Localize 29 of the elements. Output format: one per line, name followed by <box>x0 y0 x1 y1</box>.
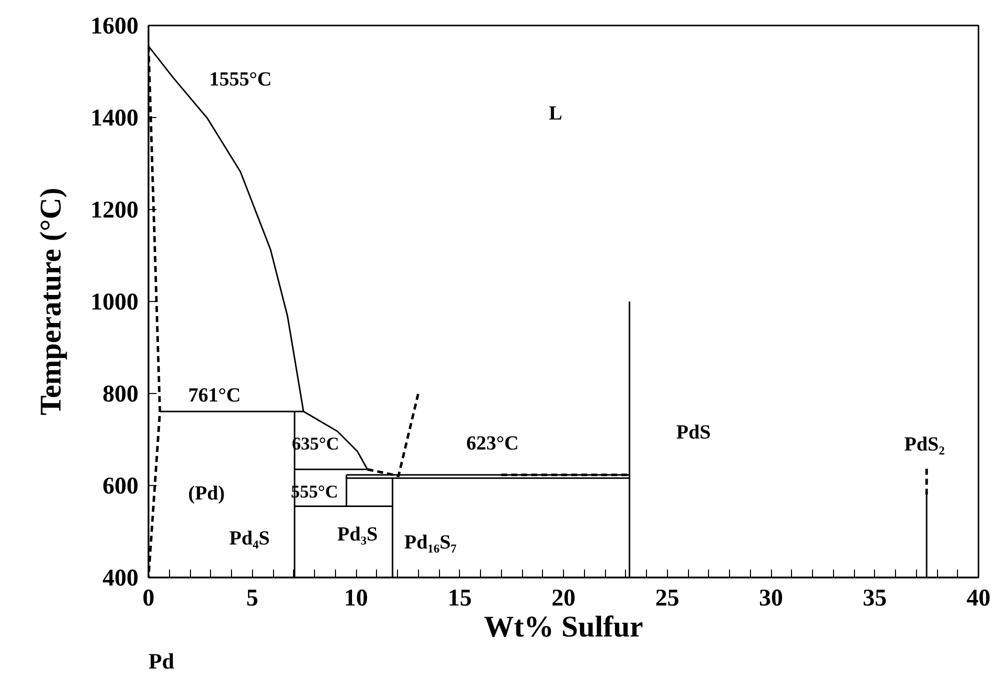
x-tick-label: 25 <box>655 586 680 612</box>
x-axis-title: Wt% Sulfur <box>484 610 644 644</box>
x-tick-label: 0 <box>142 586 154 612</box>
y-axis-title: Temperature (°C) <box>34 188 68 416</box>
annotation: 1555°C <box>209 68 272 90</box>
text: Pd <box>148 648 174 673</box>
y-tick-label: 1600 <box>90 14 138 40</box>
annotation: L <box>548 102 562 124</box>
y-tick-label: 1200 <box>90 198 138 224</box>
x-tick-label: 40 <box>966 586 990 612</box>
x-tick-label: 30 <box>759 586 783 612</box>
x-tick-label: 20 <box>552 586 576 612</box>
x-tick-label: 5 <box>246 586 258 612</box>
x-tick-label: 15 <box>448 586 472 612</box>
annotation: PdS₂ <box>904 434 945 456</box>
annotation: (Pd) <box>188 482 225 504</box>
annotation: 761°C <box>188 384 241 406</box>
x-tick-label: 35 <box>862 586 887 612</box>
y-tick-label: 1000 <box>90 290 138 316</box>
y-tick-label: 800 <box>102 382 138 408</box>
annotation: Pd₁₆S₇ <box>404 532 457 554</box>
y-tick-label: 400 <box>102 566 138 592</box>
y-tick-label: 1400 <box>90 106 138 132</box>
annotation: 623°C <box>466 432 519 454</box>
y-tick-label: 600 <box>102 474 138 500</box>
x-tick-label: 10 <box>344 586 368 612</box>
annotation: Pd₃S <box>337 524 378 546</box>
annotation: PdS <box>676 422 711 444</box>
annotation: Pd₄S <box>229 528 270 550</box>
